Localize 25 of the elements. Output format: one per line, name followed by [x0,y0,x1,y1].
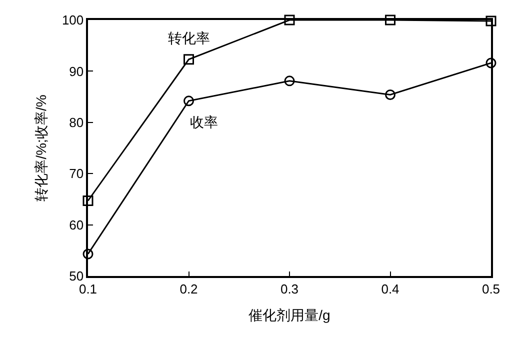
y-tick-label: 100 [62,12,84,28]
series-label: 转化率 [168,30,210,46]
point [284,76,295,86]
x-tick-label: 0.2 [180,281,198,296]
point [385,90,396,100]
y-tick-label: 80 [69,114,84,130]
y-tick-label: 50 [69,268,84,284]
point [284,14,295,26]
x-tick-label: 0.1 [78,281,98,296]
x-tick-label: 0.4 [381,281,400,296]
point [82,248,94,260]
y-tick-label: 60 [69,217,84,232]
x-tick-label: 0.3 [280,281,299,296]
point [184,96,194,106]
point [486,58,496,68]
point [486,16,496,26]
point [385,14,396,26]
y-tick-label: 90 [69,64,84,79]
x-axis-title: 催化剂用量/g [248,307,330,324]
y-axis-title: 转化率/%;收率/% [33,94,50,202]
y-tick-label: 70 [69,166,84,182]
x-tick-label: 0.5 [482,281,500,296]
point [82,195,94,206]
point [184,54,194,65]
series-label: 收率 [190,114,218,130]
